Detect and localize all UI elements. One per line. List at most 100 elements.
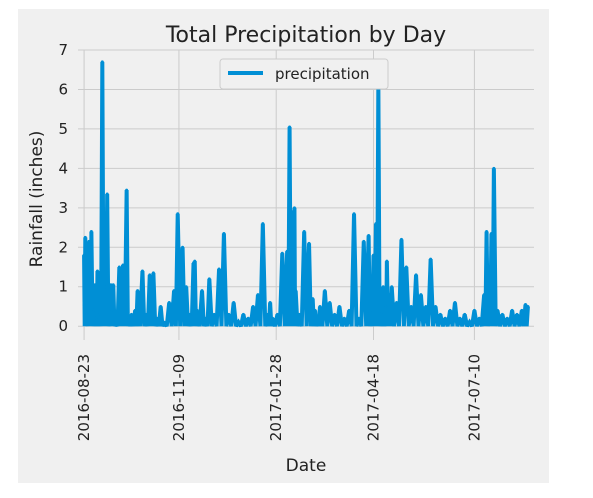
data-point bbox=[285, 249, 289, 253]
data-point bbox=[333, 312, 337, 316]
data-point bbox=[438, 312, 442, 316]
data-point bbox=[384, 304, 388, 308]
y-tick-label: 4 bbox=[58, 159, 68, 177]
y-tick-label: 1 bbox=[58, 278, 68, 296]
data-point bbox=[290, 210, 294, 214]
y-tick-label: 0 bbox=[58, 317, 68, 335]
data-point bbox=[108, 316, 112, 320]
data-point bbox=[100, 60, 104, 64]
data-point bbox=[251, 304, 255, 308]
data-point bbox=[103, 285, 107, 289]
data-point bbox=[268, 301, 272, 305]
data-point bbox=[520, 308, 524, 312]
data-point bbox=[136, 289, 140, 293]
data-point bbox=[316, 316, 320, 320]
data-point bbox=[109, 283, 113, 287]
data-point bbox=[429, 257, 433, 261]
data-point bbox=[395, 301, 399, 305]
data-point bbox=[318, 304, 322, 308]
data-point bbox=[515, 312, 519, 316]
data-point bbox=[184, 285, 188, 289]
data-point bbox=[275, 312, 279, 316]
data-point bbox=[379, 312, 383, 316]
data-point bbox=[482, 293, 486, 297]
data-point bbox=[496, 308, 500, 312]
data-point bbox=[130, 312, 134, 316]
y-tick-label: 6 bbox=[58, 80, 68, 98]
data-point bbox=[241, 312, 245, 316]
data-point bbox=[489, 231, 493, 235]
y-tick-label: 5 bbox=[58, 120, 68, 138]
data-point bbox=[89, 229, 93, 233]
data-point bbox=[414, 273, 418, 277]
data-point bbox=[105, 192, 109, 196]
data-point bbox=[280, 251, 284, 255]
data-point bbox=[487, 304, 491, 308]
data-point bbox=[443, 316, 447, 320]
data-point bbox=[232, 301, 236, 305]
data-point bbox=[492, 166, 496, 170]
data-point bbox=[93, 283, 97, 287]
data-point bbox=[144, 312, 148, 316]
data-point bbox=[352, 212, 356, 216]
data-point bbox=[195, 308, 199, 312]
tick-label-layer: 0 1 2 3 4 5 6 7 2016-08-23 2016-11-09 2017-01-28 20… bbox=[58, 41, 483, 441]
data-point bbox=[266, 312, 270, 316]
y-tick-label: 7 bbox=[58, 41, 68, 59]
data-point bbox=[176, 212, 180, 216]
data-point bbox=[387, 293, 391, 297]
data-point bbox=[193, 259, 197, 263]
data-point bbox=[505, 316, 509, 320]
data-point bbox=[371, 253, 375, 257]
data-point bbox=[167, 301, 171, 305]
data-point bbox=[399, 237, 403, 241]
data-point bbox=[246, 316, 250, 320]
data-point bbox=[302, 229, 306, 233]
data-point bbox=[381, 285, 385, 289]
data-point bbox=[468, 320, 472, 324]
data-point bbox=[294, 289, 298, 293]
data-point bbox=[83, 235, 87, 239]
data-point bbox=[419, 293, 423, 297]
data-point bbox=[453, 301, 457, 305]
data-point bbox=[172, 289, 176, 293]
data-point bbox=[117, 265, 121, 269]
data-point bbox=[367, 233, 371, 237]
data-point bbox=[307, 241, 311, 245]
data-point bbox=[523, 302, 527, 306]
data-point bbox=[390, 285, 394, 289]
data-point bbox=[204, 316, 208, 320]
data-point bbox=[85, 312, 89, 316]
x-tick-label: 2016-08-23 bbox=[75, 354, 93, 441]
data-point bbox=[82, 253, 86, 257]
x-tick-label: 2017-04-18 bbox=[364, 354, 382, 441]
legend-box bbox=[219, 58, 389, 90]
data-point bbox=[311, 297, 315, 301]
data-point bbox=[472, 308, 476, 312]
data-point bbox=[337, 304, 341, 308]
data-point bbox=[148, 273, 152, 277]
data-point bbox=[362, 239, 366, 243]
data-point bbox=[347, 308, 351, 312]
data-point bbox=[212, 312, 216, 316]
data-point bbox=[95, 269, 99, 273]
data-point bbox=[328, 301, 332, 305]
data-point bbox=[448, 308, 452, 312]
data-point bbox=[227, 312, 231, 316]
data-point bbox=[434, 304, 438, 308]
x-tick-label: 2017-07-10 bbox=[465, 354, 483, 441]
data-point bbox=[155, 316, 159, 320]
data-point bbox=[385, 259, 389, 263]
data-point bbox=[424, 304, 428, 308]
data-point bbox=[369, 308, 373, 312]
data-point bbox=[114, 320, 118, 324]
data-point bbox=[256, 293, 260, 297]
data-point bbox=[500, 312, 504, 316]
data-point bbox=[121, 263, 125, 267]
series-line-precipitation bbox=[82, 61, 530, 328]
data-point bbox=[463, 312, 467, 316]
data-point bbox=[292, 206, 296, 210]
data-point bbox=[133, 308, 137, 312]
